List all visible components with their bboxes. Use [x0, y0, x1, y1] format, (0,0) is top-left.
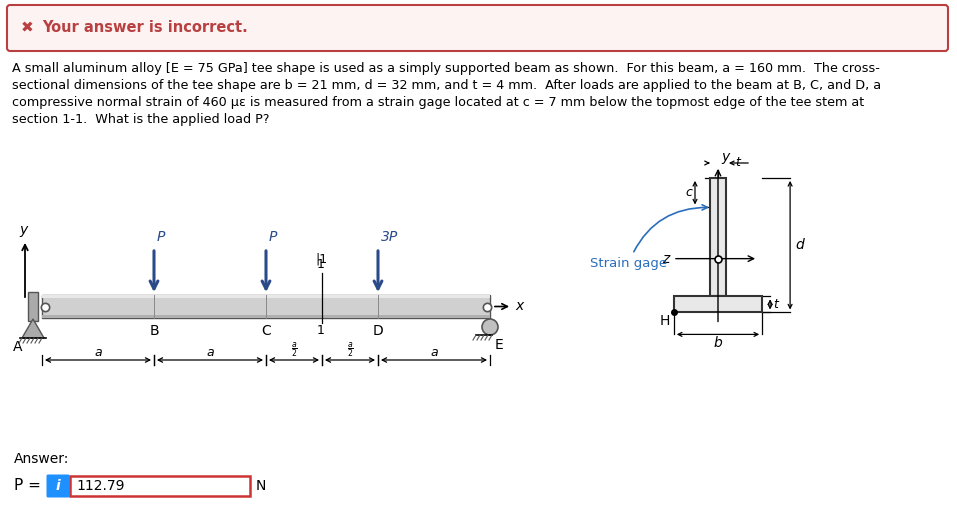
Text: i: i [56, 479, 60, 493]
Text: z: z [661, 252, 669, 266]
Text: |1: |1 [315, 252, 327, 266]
Text: c: c [685, 186, 692, 199]
Text: 1: 1 [317, 258, 325, 271]
Text: 1: 1 [317, 324, 325, 337]
Bar [710, 178, 726, 296]
Text: y: y [721, 150, 729, 164]
Text: compressive normal strain of 460 με is measured from a strain gage located at c : compressive normal strain of 460 με is m… [12, 96, 864, 109]
Text: $\frac{a}{2}$: $\frac{a}{2}$ [291, 340, 298, 359]
Text: t: t [736, 156, 741, 169]
Text: N: N [256, 479, 266, 493]
Text: section 1-1.  What is the applied load P?: section 1-1. What is the applied load P? [12, 113, 270, 126]
Text: 112.79: 112.79 [76, 479, 124, 493]
Text: a: a [206, 346, 213, 359]
FancyBboxPatch shape [47, 475, 70, 497]
Text: a: a [431, 346, 437, 359]
Text: E: E [495, 338, 503, 352]
Text: 3P: 3P [381, 230, 398, 244]
Text: A: A [12, 340, 22, 354]
Bar [70, 476, 250, 496]
Text: P: P [269, 230, 278, 244]
Text: Answer:: Answer: [14, 452, 69, 466]
Bar [674, 296, 762, 313]
Circle shape [482, 319, 498, 335]
Text: sectional dimensions of the tee shape are b = 21 mm, d = 32 mm, and t = 4 mm.  A: sectional dimensions of the tee shape ar… [12, 79, 881, 92]
Text: t: t [773, 298, 778, 311]
Text: C: C [261, 324, 271, 338]
Text: d: d [795, 238, 804, 252]
Text: x: x [515, 299, 523, 314]
Text: P =: P = [14, 477, 41, 493]
Bar [42, 295, 490, 318]
Text: P: P [157, 230, 166, 244]
Bar [42, 295, 490, 298]
Polygon shape [22, 319, 44, 338]
Bar [28, 292, 38, 321]
Text: A small aluminum alloy [E = 75 GPa] tee shape is used as a simply supported beam: A small aluminum alloy [E = 75 GPa] tee … [12, 62, 879, 75]
Text: B: B [149, 324, 159, 338]
Text: D: D [372, 324, 384, 338]
Text: H: H [659, 314, 670, 328]
Text: y: y [19, 223, 27, 237]
Bar [42, 315, 490, 318]
Text: a: a [94, 346, 101, 359]
Text: ✖: ✖ [21, 21, 33, 35]
Text: b: b [714, 336, 723, 351]
Text: Your answer is incorrect.: Your answer is incorrect. [42, 21, 248, 35]
FancyBboxPatch shape [7, 5, 948, 51]
Text: $\frac{a}{2}$: $\frac{a}{2}$ [346, 340, 353, 359]
Text: Strain gage: Strain gage [590, 205, 707, 270]
